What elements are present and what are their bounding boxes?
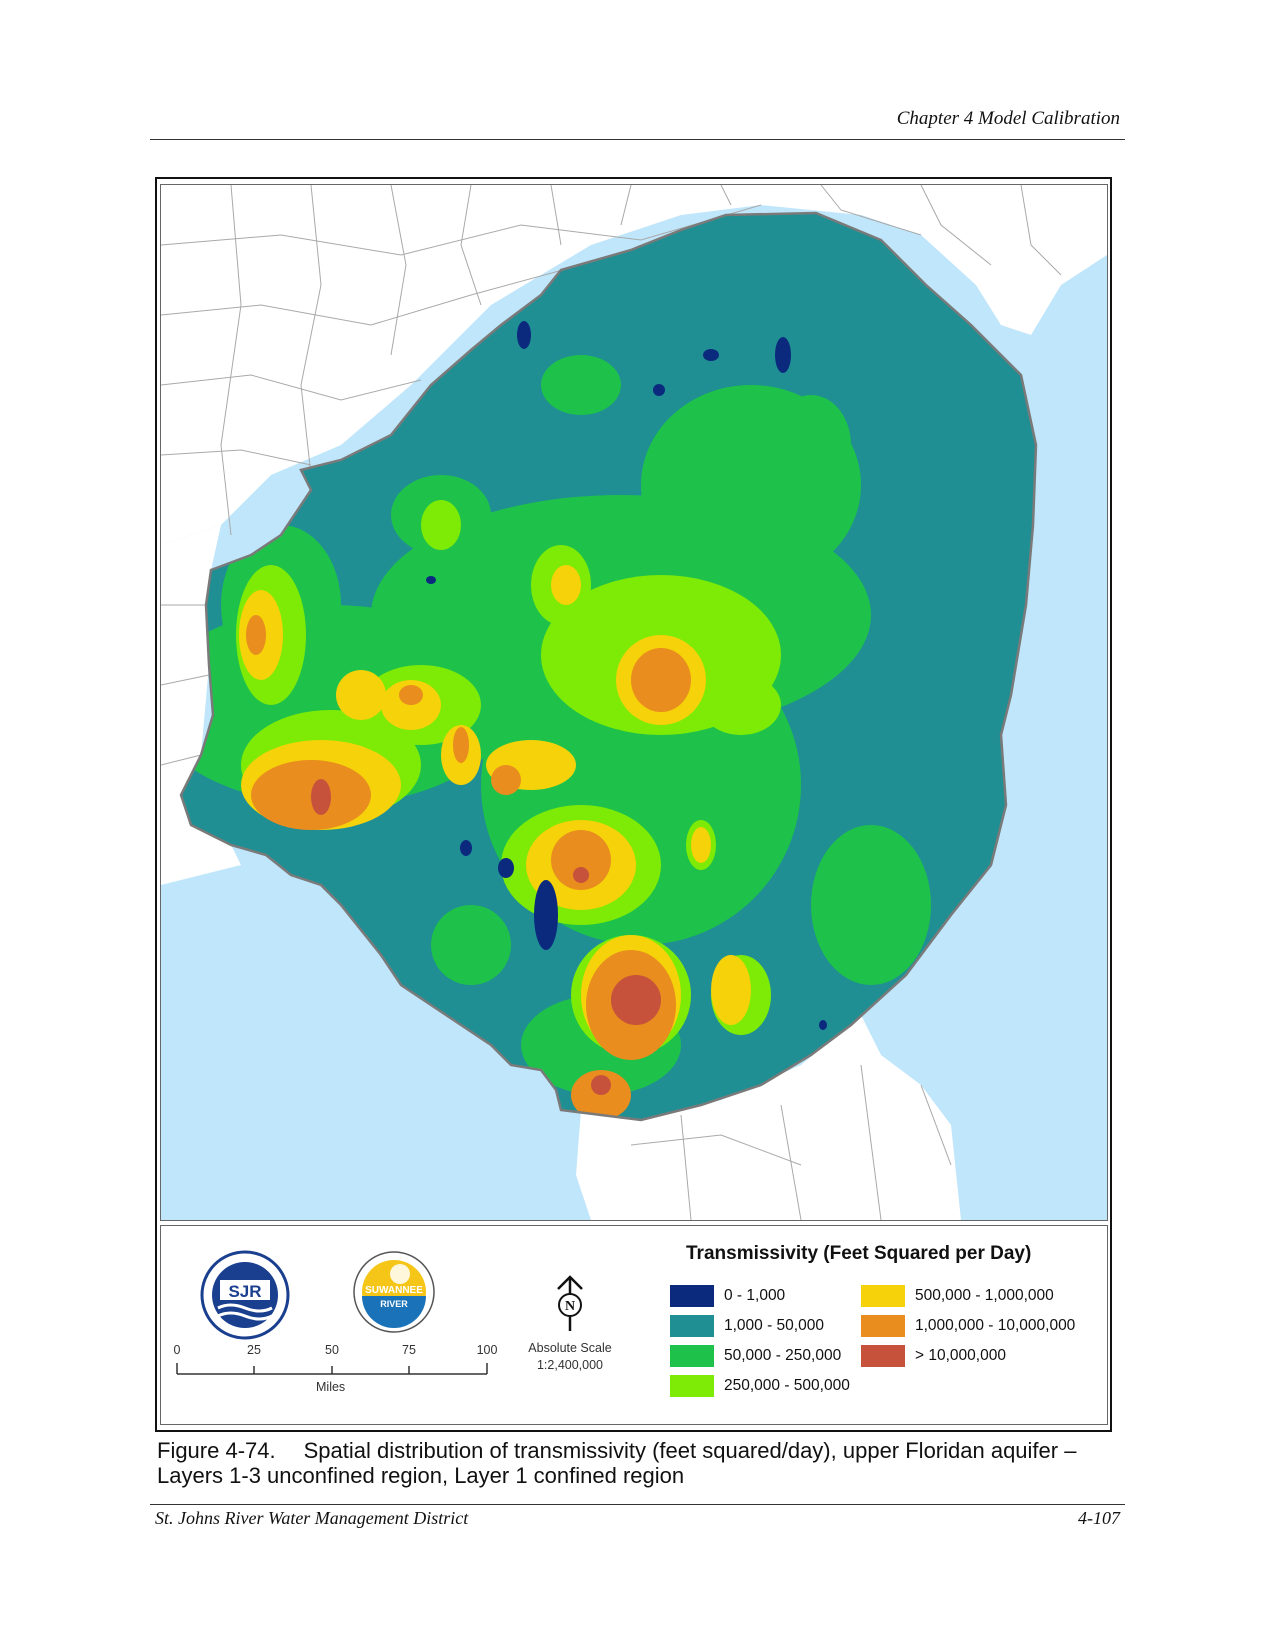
sjr-logo: SJR	[200, 1250, 290, 1340]
scale-unit-label: Miles	[316, 1380, 346, 1394]
figure-caption-text: Spatial distribution of transmissivity (…	[157, 1438, 1077, 1488]
land-south	[576, 1015, 961, 1220]
legend-item-5: 1,000,000 - 10,000,000	[861, 1315, 1075, 1337]
absolute-scale-value: 1:2,400,000	[536, 1358, 604, 1372]
suwannee-logo-top-text: SUWANNEE	[365, 1285, 423, 1296]
legend-swatch-6	[861, 1345, 905, 1367]
legend-swatch-2	[670, 1345, 714, 1367]
model-boundary	[179, 211, 1038, 1122]
legend-label-3: 250,000 - 500,000	[724, 1377, 850, 1394]
legend-label-6: > 10,000,000	[915, 1347, 1006, 1364]
legend-item-1: 1,000 - 50,000	[670, 1315, 824, 1337]
legend-panel	[160, 1225, 1108, 1425]
scale-tick-25: 25	[247, 1343, 261, 1357]
footer-organization: St. Johns River Water Management Distric…	[155, 1508, 469, 1528]
scale-tick-100: 100	[476, 1343, 498, 1357]
sjr-logo-text: SJR	[228, 1282, 261, 1301]
legend-swatch-0	[670, 1285, 714, 1307]
north-arrow-letter: N	[565, 1299, 575, 1314]
sjr-logo-graphic: SJR	[200, 1250, 290, 1340]
legend-item-0: 0 - 1,000	[670, 1285, 785, 1307]
transmissivity-zones	[181, 213, 1036, 1120]
absolute-scale-label: Absolute Scale	[528, 1341, 612, 1355]
absolute-scale: Absolute Scale 1:2,400,000	[520, 1340, 620, 1374]
figure-frame	[155, 177, 1112, 1432]
suwannee-logo-graphic: SUWANNEE RIVER	[353, 1251, 435, 1333]
county-boundaries	[161, 185, 1062, 1220]
transmissivity-map	[160, 184, 1108, 1221]
legend-label-0: 0 - 1,000	[724, 1287, 786, 1304]
scale-bar	[176, 1363, 488, 1375]
legend-item-6: > 10,000,000	[861, 1345, 1006, 1367]
scale-tick-50: 50	[325, 1343, 339, 1357]
figure-label: Figure 4-74.	[157, 1438, 276, 1463]
legend-swatch-3	[670, 1375, 714, 1397]
north-arrow-icon: N	[557, 1275, 583, 1331]
chapter-header: Chapter 4 Model Calibration	[896, 108, 1120, 129]
legend-label-1: 1,000 - 50,000	[724, 1317, 824, 1334]
legend-item-4: 500,000 - 1,000,000	[861, 1285, 1054, 1307]
suwannee-logo-mid-text: RIVER	[380, 1299, 408, 1309]
legend-label-4: 500,000 - 1,000,000	[915, 1287, 1054, 1304]
legend-label-5: 1,000,000 - 10,000,000	[915, 1317, 1076, 1334]
legend-swatch-5	[861, 1315, 905, 1337]
scale-tick-75: 75	[402, 1343, 416, 1357]
suwannee-logo: SUWANNEE RIVER	[352, 1250, 436, 1334]
legend-swatch-4	[861, 1285, 905, 1307]
legend-item-2: 50,000 - 250,000	[670, 1345, 841, 1367]
land-north	[161, 185, 1107, 545]
footer-rule	[150, 1504, 1125, 1505]
header-rule	[150, 139, 1125, 140]
legend-swatch-1	[670, 1315, 714, 1337]
page-number: 4-107	[1078, 1508, 1120, 1528]
figure-caption: Figure 4-74. Spatial distribution of tran…	[157, 1438, 1132, 1488]
legend-label-2: 50,000 - 250,000	[724, 1347, 842, 1364]
legend-title: Transmissivity (Feet Squared per Day)	[686, 1243, 1032, 1264]
legend-item-3: 250,000 - 500,000	[670, 1375, 850, 1397]
map-canvas	[161, 185, 1107, 1220]
scale-tick-0: 0	[173, 1343, 181, 1357]
